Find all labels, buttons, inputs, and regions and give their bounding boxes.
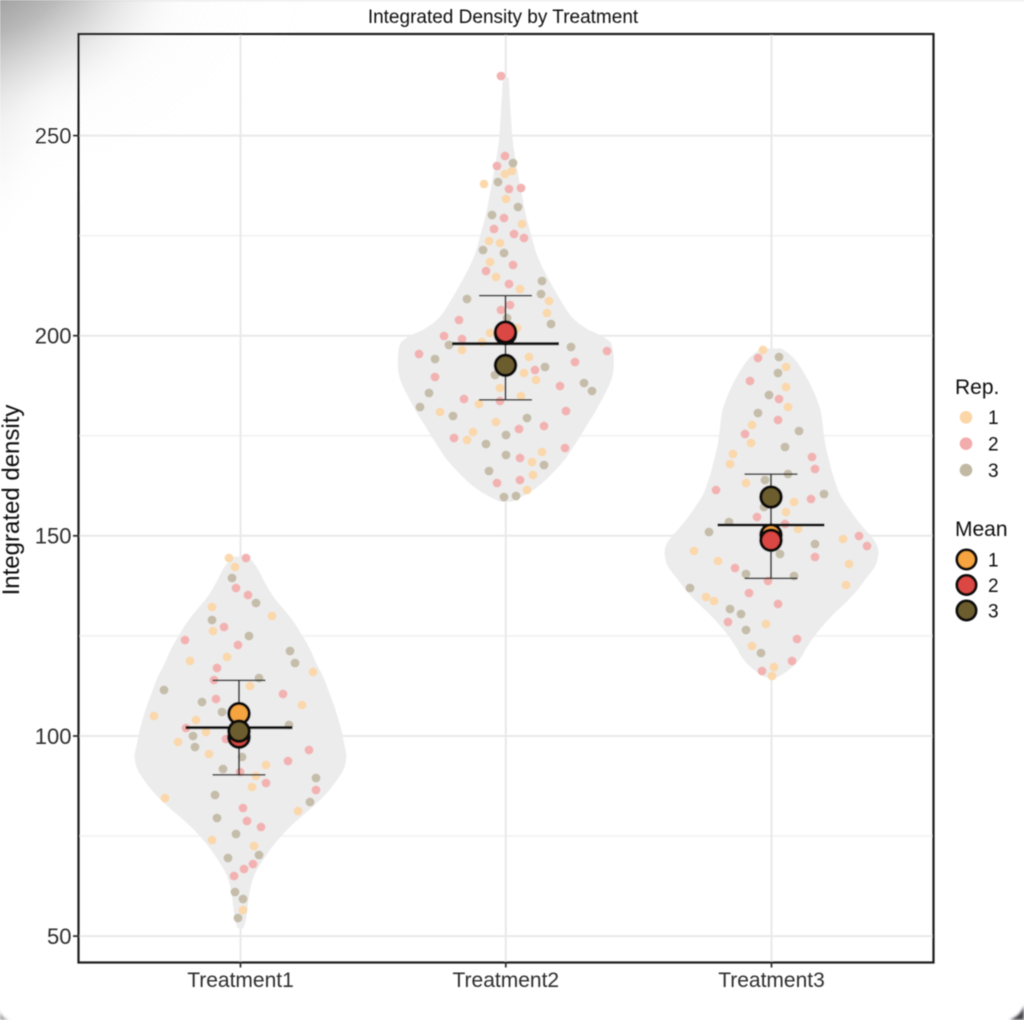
svg-text:1: 1 [988,550,999,571]
svg-text:3: 3 [988,461,999,482]
svg-text:150: 150 [35,524,72,549]
svg-text:Mean: Mean [955,518,1008,541]
svg-text:1: 1 [988,408,999,429]
svg-text:200: 200 [35,324,72,349]
svg-text:Treatment3: Treatment3 [718,969,825,992]
svg-text:Treatment1: Treatment1 [187,969,294,992]
svg-text:Treatment2: Treatment2 [452,969,559,992]
svg-text:50: 50 [47,924,71,949]
svg-text:250: 250 [35,123,72,148]
svg-text:2: 2 [988,576,999,597]
svg-text:Integrated density: Integrated density [0,405,25,596]
svg-text:Rep.: Rep. [955,376,999,399]
svg-text:3: 3 [988,601,999,622]
svg-text:2: 2 [988,435,999,456]
svg-text:Integrated Density by Treatmen: Integrated Density by Treatment [368,7,639,28]
svg-text:100: 100 [35,724,72,749]
